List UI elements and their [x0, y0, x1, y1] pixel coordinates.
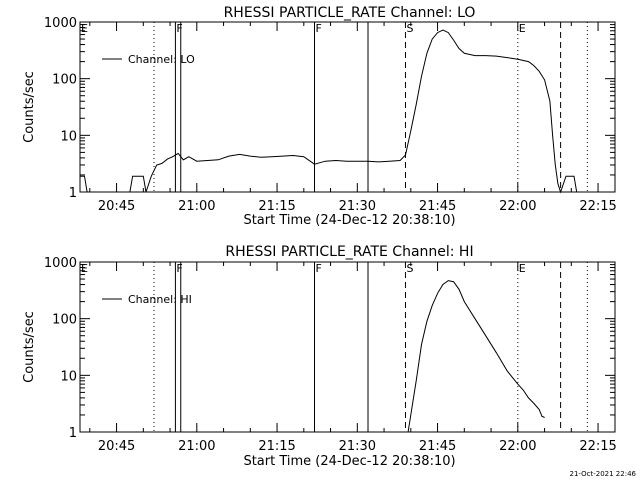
- plot-frame: [79, 21, 616, 193]
- x-tick-label: 21:00: [178, 199, 215, 214]
- y-axis-label: Counts/sec: [22, 311, 37, 383]
- x-tick-label: 20:45: [98, 439, 135, 454]
- y-tick-label: 1: [69, 186, 77, 201]
- x-tick-label: 21:15: [258, 199, 295, 214]
- x-tick-label: 22:15: [579, 439, 616, 454]
- y-tick-label: 1000: [44, 256, 77, 271]
- marker-label: F: [316, 22, 322, 35]
- marker-label: E: [81, 22, 88, 35]
- x-tick-label: 21:30: [339, 199, 376, 214]
- timestamp: 21-Oct-2021 22:46: [569, 470, 636, 478]
- y-tick-label: 100: [52, 313, 77, 328]
- marker-label: F: [176, 262, 182, 275]
- x-tick-label: 22:00: [499, 439, 536, 454]
- y-tick-label: 1000: [44, 16, 77, 31]
- marker-label: S: [406, 262, 413, 275]
- x-tick-label: 21:45: [419, 439, 456, 454]
- x-axis-label: Start Time (24-Dec-12 20:38:10): [243, 454, 455, 469]
- legend-label: Channel: HI: [128, 293, 192, 306]
- legend-label: Channel: LO: [128, 53, 195, 66]
- x-tick-label: 22:15: [579, 199, 616, 214]
- marker-label: E: [519, 22, 526, 35]
- chart-title: RHESSI PARTICLE_RATE Channel: LO: [224, 5, 476, 21]
- marker-label: E: [81, 262, 88, 275]
- marker-label: S: [406, 22, 413, 35]
- plot-frame: [79, 261, 616, 433]
- y-tick-label: 100: [52, 73, 77, 88]
- y-tick-label: 10: [60, 129, 77, 144]
- chart-panel-1: RHESSI PARTICLE_RATE Channel: LO 1 10 100 10…: [22, 5, 617, 228]
- series-line: [80, 29, 578, 194]
- x-tick-label: 20:45: [98, 199, 135, 214]
- y-tick-label: 10: [60, 369, 77, 384]
- marker-label: F: [176, 22, 182, 35]
- x-tick-label: 21:45: [419, 199, 456, 214]
- x-tick-label: 21:30: [339, 439, 376, 454]
- marker-label: F: [316, 262, 322, 275]
- x-axis-label: Start Time (24-Dec-12 20:38:10): [243, 213, 455, 228]
- x-tick-label: 22:00: [499, 199, 536, 214]
- x-tick-label: 21:15: [258, 439, 295, 454]
- x-tick-label: 21:00: [178, 439, 215, 454]
- chart-panel-2: RHESSI PARTICLE_RATE Channel: HI 1 10 100 10…: [22, 244, 617, 469]
- y-axis-label: Counts/sec: [22, 71, 37, 143]
- y-tick-label: 1: [69, 426, 77, 441]
- chart-title: RHESSI PARTICLE_RATE Channel: HI: [225, 244, 473, 260]
- series-line: [407, 280, 545, 433]
- marker-label: E: [519, 262, 526, 275]
